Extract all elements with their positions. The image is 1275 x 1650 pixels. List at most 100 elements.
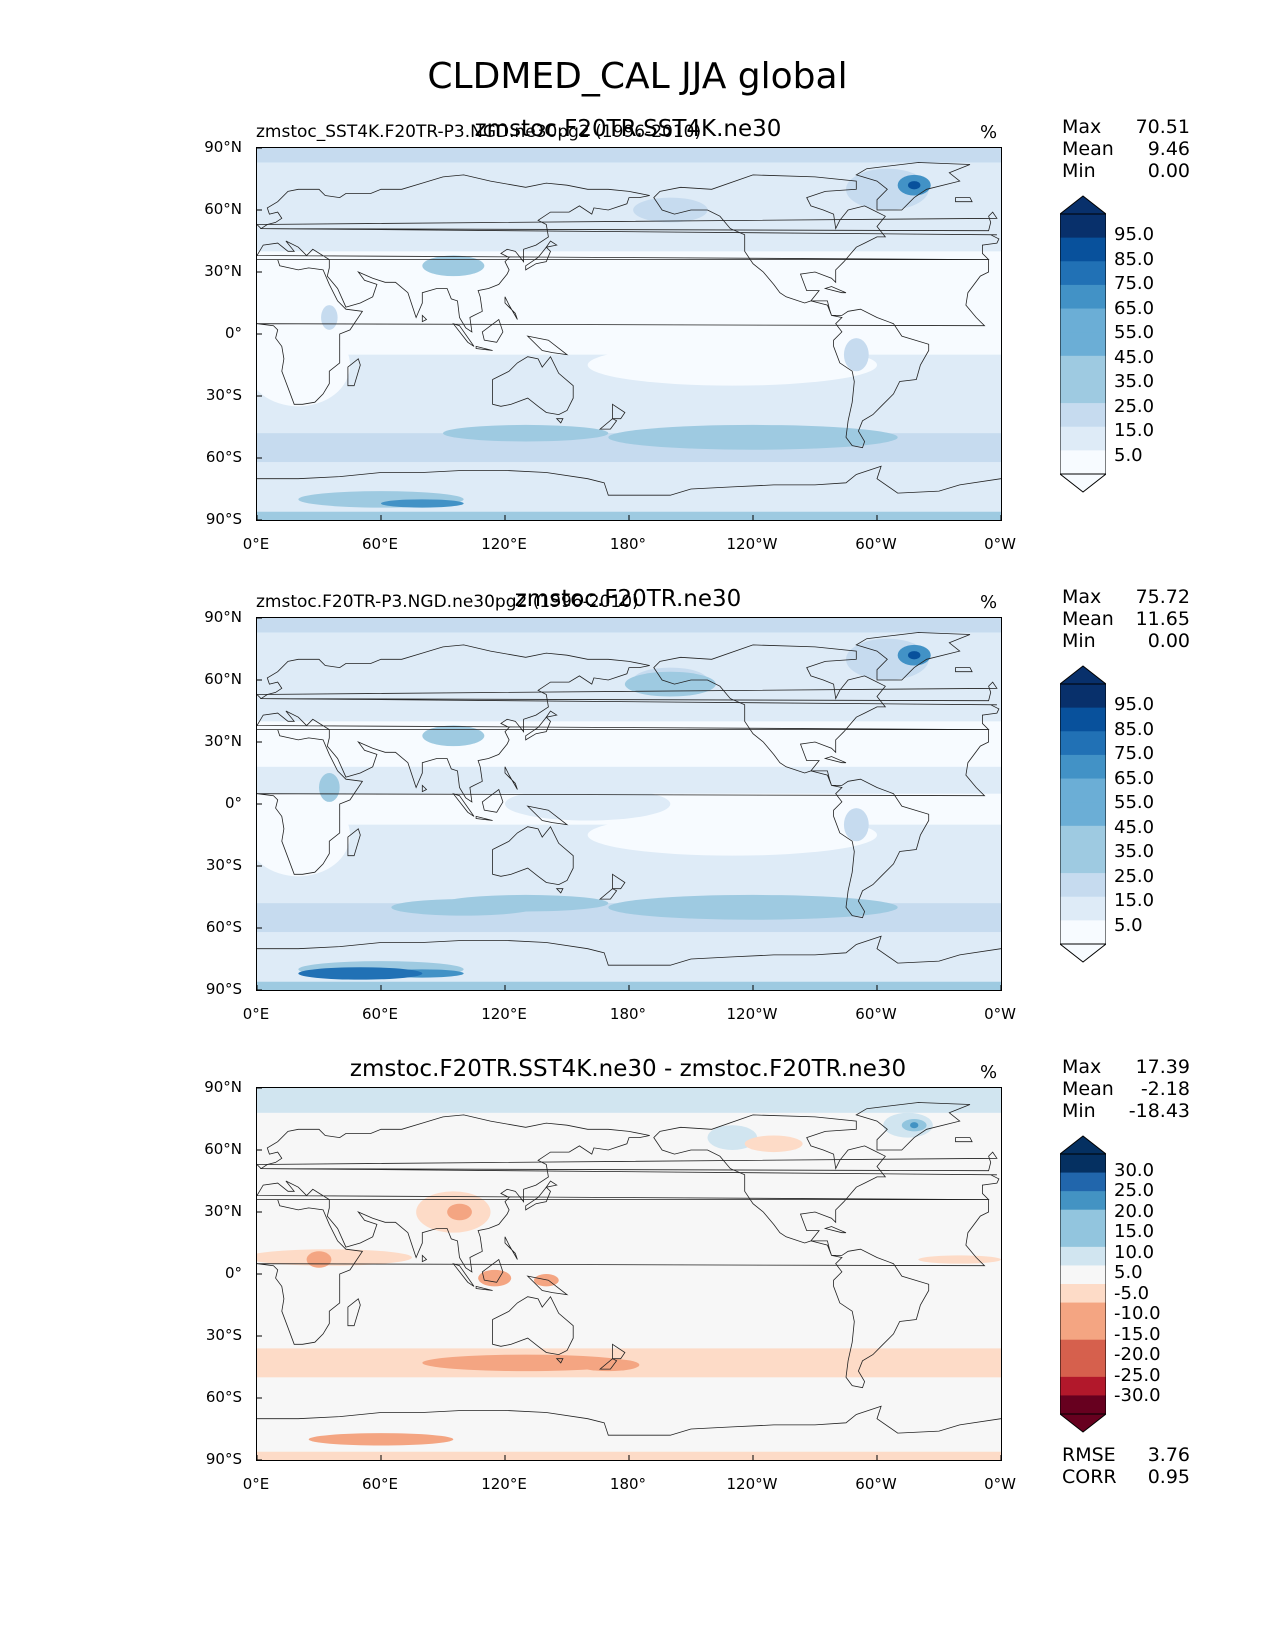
contour-blob <box>306 1251 332 1268</box>
contour-blob <box>908 651 921 660</box>
colorbar <box>1060 1135 1106 1433</box>
stat-mean-label: Mean <box>1062 608 1114 630</box>
colorbar-segment <box>1060 1191 1106 1211</box>
contour-band <box>257 1088 1001 1113</box>
contour-blob <box>577 1358 640 1372</box>
contour-blob <box>608 424 898 450</box>
colorbar-segment <box>1060 355 1106 380</box>
coastline <box>475 1285 493 1291</box>
coastline <box>653 1114 887 1244</box>
contour-blob <box>707 1125 758 1150</box>
coastline <box>526 1275 569 1296</box>
x-tick-label: 0°W <box>984 535 1016 553</box>
colorbar-tick-label: 55.0 <box>1114 322 1155 343</box>
coastline <box>257 174 1000 333</box>
colorbar-tick-label: 20.0 <box>1114 1201 1155 1222</box>
coastline <box>504 766 518 790</box>
colorbar-segment <box>1060 284 1106 310</box>
y-tick-label: 60°N <box>204 1140 242 1158</box>
coastline <box>504 1236 518 1260</box>
colorbar-segment <box>1060 754 1106 780</box>
coastline <box>525 246 551 271</box>
coastline <box>545 1180 558 1188</box>
colorbar-tick-label: 35.0 <box>1114 371 1155 392</box>
colorbar-segment <box>1060 1302 1106 1322</box>
colorbar-segment <box>1060 237 1106 262</box>
panel-2: zmstoc.F20TR-P3.NGD.ne30pg2 (1996-2010) … <box>0 586 1275 1032</box>
panel-title: zmstoc.F20TR.ne30 <box>514 586 742 612</box>
map-plot <box>256 617 1002 991</box>
coastline <box>525 716 551 741</box>
colorbar-segment <box>1060 1395 1106 1415</box>
coastline <box>612 403 626 420</box>
coastline <box>475 345 493 351</box>
colorbar-tick-label: -25.0 <box>1114 1365 1161 1386</box>
colorbar-segment <box>1060 1265 1106 1285</box>
y-tick-label: 90°N <box>204 608 242 626</box>
contour-blob <box>843 808 869 842</box>
stat-max-label: Max <box>1062 586 1102 608</box>
coastline <box>555 418 564 424</box>
colorbar-segment <box>1060 731 1106 756</box>
colorbar-tick-label: 5.0 <box>1114 915 1143 936</box>
colorbar-segment <box>1060 1228 1106 1248</box>
stat-mean-value: 9.46 <box>1147 138 1190 160</box>
y-tick-label: 60°N <box>204 200 242 218</box>
contour-blob <box>843 338 869 372</box>
colorbar-tick-label: 5.0 <box>1114 445 1143 466</box>
stat-rmse-value: 3.76 <box>1147 1444 1190 1466</box>
y-tick-label: 0° <box>224 1264 242 1282</box>
colorbar-tick-label: -20.0 <box>1114 1344 1161 1365</box>
contour-blob <box>478 1269 512 1287</box>
coastline <box>612 1343 626 1360</box>
contour-blob <box>633 197 708 223</box>
coastline <box>481 318 504 343</box>
coastline <box>481 788 504 813</box>
colorbar-extend-bottom <box>1060 473 1106 493</box>
y-tick-label: 90°N <box>204 1078 242 1096</box>
coastline <box>823 756 847 764</box>
x-tick-label: 0°E <box>242 1005 270 1023</box>
contour-blob <box>533 1274 559 1287</box>
stat-corr-label: CORR <box>1062 1466 1117 1488</box>
colorbar-tick-label: 45.0 <box>1114 347 1155 368</box>
contour-blob <box>505 787 671 821</box>
contour-band <box>257 1088 1001 1460</box>
contour-blob <box>910 1122 919 1129</box>
colorbar-segment <box>1060 873 1106 898</box>
stat-min-value: -18.43 <box>1128 1100 1190 1122</box>
units-label: % <box>980 592 998 613</box>
colorbar-tick-label: 85.0 <box>1114 249 1155 270</box>
x-tick-label: 60°W <box>855 1005 897 1023</box>
colorbar-segment <box>1060 1154 1106 1174</box>
x-tick-label: 120°E <box>481 1475 527 1493</box>
stat-rmse-label: RMSE <box>1062 1444 1116 1466</box>
coastline <box>855 1102 971 1151</box>
coastline <box>545 710 558 718</box>
colorbar-segment <box>1060 379 1106 404</box>
figure-title: CLDMED_CAL JJA global <box>427 56 848 97</box>
coastline <box>257 1405 1001 1436</box>
x-tick-label: 120°E <box>481 535 527 553</box>
coastline <box>347 828 361 857</box>
coastline <box>526 335 569 356</box>
y-tick-label: 90°S <box>205 1450 242 1468</box>
colorbar-extend-bottom <box>1060 943 1106 963</box>
stat-mean-label: Mean <box>1062 1078 1114 1100</box>
y-tick-label: 90°N <box>204 138 242 156</box>
map-plot <box>256 147 1002 521</box>
colorbar-tick-label: 15.0 <box>1114 420 1155 441</box>
stat-min-value: 0.00 <box>1147 160 1190 182</box>
colorbar-segment <box>1060 896 1106 921</box>
coastline <box>599 888 618 900</box>
y-tick-label: 30°N <box>204 1202 242 1220</box>
panel-title: zmstoc.F20TR.SST4K.ne30 <box>474 116 782 142</box>
coastline <box>257 259 989 405</box>
stat-max-value: 17.39 <box>1135 1056 1190 1078</box>
y-tick-label: 30°S <box>205 1326 242 1344</box>
y-tick-label: 30°N <box>204 732 242 750</box>
coastline <box>347 1298 361 1327</box>
colorbar-segment <box>1060 1209 1106 1229</box>
contour-blob <box>587 276 836 310</box>
x-tick-label: 180° <box>609 535 647 553</box>
